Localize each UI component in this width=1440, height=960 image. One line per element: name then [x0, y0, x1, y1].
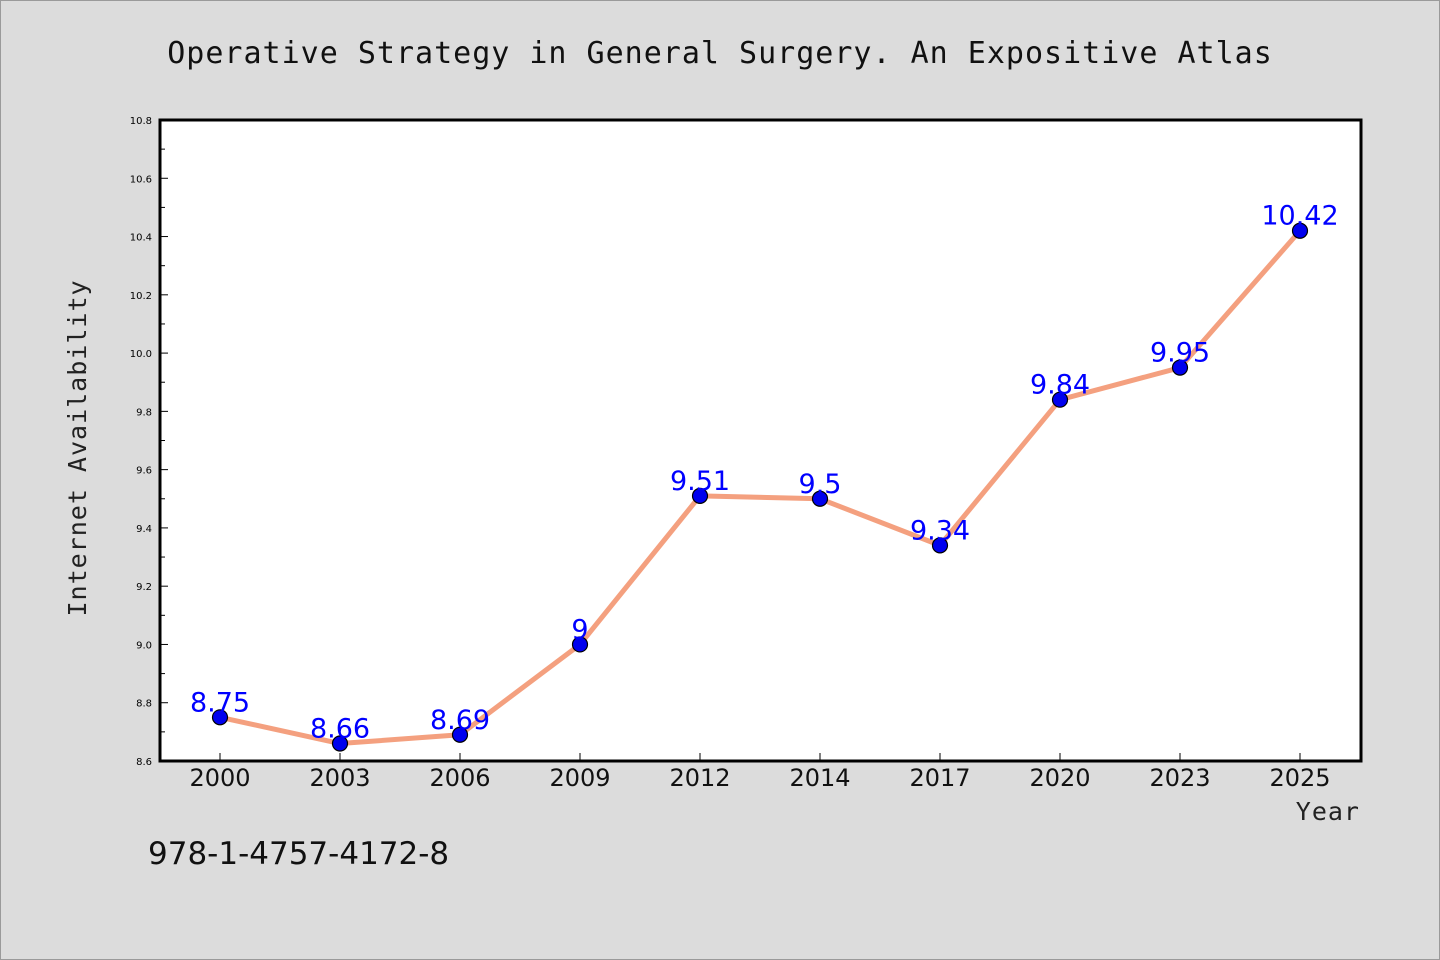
- x-tick-label: 2017: [909, 764, 970, 792]
- data-point: [691, 487, 709, 504]
- x-tick-label: 2025: [1269, 764, 1330, 792]
- data-label: 9: [571, 614, 588, 645]
- series-line: [219, 229, 1302, 747]
- data-label: 8.69: [430, 705, 490, 736]
- data-label: 8.75: [190, 687, 250, 718]
- x-tick-label: 2012: [669, 764, 730, 792]
- y-tick-label: 10.0: [130, 349, 152, 360]
- data-point: [931, 537, 949, 554]
- x-tick-label: 2006: [429, 764, 490, 792]
- series-markers: [211, 222, 1309, 752]
- data-label: 10.42: [1261, 201, 1338, 232]
- plot-area: [158, 118, 1363, 763]
- x-tick-label: 2009: [549, 764, 610, 792]
- x-tick-label: 2020: [1029, 764, 1090, 792]
- y-tick-label: 9.4: [136, 524, 152, 535]
- data-point: [451, 726, 469, 743]
- data-point: [571, 636, 589, 653]
- x-axis-label: Year: [1296, 797, 1360, 826]
- x-tick-label: 2003: [309, 764, 370, 792]
- x-tick-label: 2014: [789, 764, 850, 792]
- y-axis-label: Internet Availability: [63, 279, 92, 616]
- data-label: 9.34: [910, 515, 970, 546]
- data-label: 8.66: [310, 714, 370, 745]
- data-labels: 8.75 8.66 8.69 9 9.51 9.5 9.34 9.84 9.95 10.42: [190, 201, 1339, 745]
- footer-code: 978-1-4757-4172-8: [148, 836, 449, 872]
- data-label: 9.5: [799, 469, 842, 500]
- data-label: 9.84: [1030, 370, 1090, 401]
- y-tick-label: 10.8: [130, 116, 152, 127]
- data-point: [211, 709, 229, 726]
- y-tick-label: 8.8: [136, 699, 152, 710]
- data-point: [811, 490, 829, 507]
- data-point: [1051, 391, 1069, 408]
- y-axis: 8.6 8.8 9.0 9.2 9.4 9.6 9.8 10.0 10.2 10.4 10.6 10.…: [130, 116, 168, 768]
- y-tick-label: 9.2: [136, 582, 152, 593]
- y-tick-label: 10.2: [130, 291, 152, 302]
- y-tick-label: 9.0: [136, 640, 152, 651]
- data-point: [1291, 222, 1309, 239]
- data-label: 9.51: [670, 466, 730, 497]
- x-tick-label: 2023: [1149, 764, 1210, 792]
- data-point: [1171, 359, 1189, 376]
- y-tick-label: 10.6: [130, 174, 152, 185]
- chart-title: Operative Strategy in General Surgery. A…: [167, 36, 1273, 71]
- data-label: 9.95: [1150, 338, 1210, 369]
- x-axis: 2000 2003 2006 2009 2012 2014 2017 2020 2023 2025: [189, 753, 1331, 792]
- data-point: [331, 735, 349, 752]
- x-tick-label: 2000: [189, 764, 250, 792]
- y-tick-label: 9.6: [136, 466, 152, 477]
- y-tick-label: 10.4: [130, 233, 152, 244]
- y-tick-label: 8.6: [136, 757, 152, 768]
- y-tick-label: 9.8: [136, 407, 152, 418]
